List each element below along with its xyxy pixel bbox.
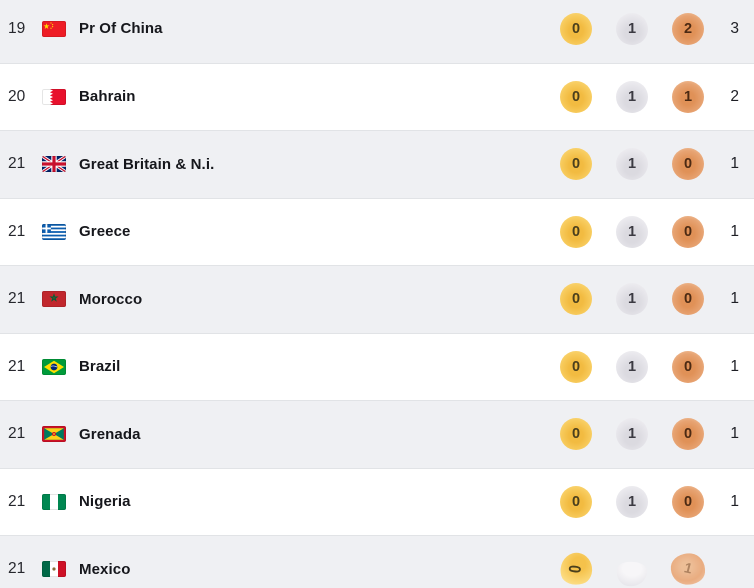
bronze-count: 1 [683,88,693,105]
medal-table-row-grenada[interactable]: 21 Grenada 0 1 0 1 [0,400,754,468]
total-count: 1 [730,492,739,510]
country-name: Great Britain & N.i. [79,155,215,173]
bronze-count: 0 [683,358,693,375]
total-count: 3 [730,19,739,37]
gold-medal-badge: 0 [560,418,592,451]
country-name: Mexico [79,560,131,578]
bronze-count: 0 [683,223,693,240]
country-name: Pr Of China [79,20,163,38]
bronze-medal-badge: 0 [672,148,704,181]
flag-grenada-icon [42,426,66,443]
medal-table-row-nigeria[interactable]: 21 Nigeria 0 1 0 1 [0,467,754,535]
rank: 21 [8,222,26,240]
country-name: Morocco [79,290,143,308]
rank: 19 [8,19,26,37]
total-count: 2 [730,87,739,105]
bronze-medal-badge: 0 [672,418,704,451]
silver-medal-badge: 1 [616,350,648,383]
silver-medal-badge: 1 [616,148,648,181]
total-count: 1 [730,222,739,240]
gold-medal-badge-animating: 0 [556,549,596,588]
bronze-count: 0 [683,493,693,510]
country-name: Grenada [79,425,141,443]
silver-medal-badge: 1 [616,80,648,113]
medal-table-row-mexico[interactable]: 21 Mexico 0 1 [0,535,754,588]
rank: 21 [8,492,26,510]
silver-count: 1 [627,358,637,375]
gold-medal-badge: 0 [560,12,592,45]
silver-count: 1 [627,88,637,105]
silver-medal-badge: 1 [616,283,648,316]
silver-count: 1 [627,20,637,37]
flag-great-britain-icon [42,156,66,173]
medal-table-row-china[interactable]: 19 Pr Of China 0 1 2 3 [0,0,754,63]
bronze-count: 0 [683,426,693,443]
gold-medal-badge: 0 [560,283,592,316]
bronze-count: 0 [683,156,693,173]
flag-brazil-icon [42,358,66,375]
rank: 21 [8,560,26,578]
flag-china-icon [42,20,66,37]
gold-count: 0 [571,493,581,510]
rank: 21 [8,425,26,443]
medal-table-row-morocco[interactable]: 21 Morocco 0 1 0 1 [0,265,754,333]
flag-mexico-icon [42,561,66,578]
medal-table-row-great-britain[interactable]: 21 Great Britain & N.i. 0 1 0 1 [0,130,754,198]
silver-count: 1 [627,426,637,443]
silver-count: 1 [627,291,637,308]
total-count: 1 [730,357,739,375]
medal-table-row-brazil[interactable]: 21 Brazil 0 1 0 1 [0,332,754,400]
bronze-medal-badge: 0 [672,215,704,248]
country-name: Bahrain [79,88,136,106]
gold-count: 0 [571,426,581,443]
gold-count: 0 [571,156,581,173]
bronze-count: 0 [683,291,693,308]
flag-greece-icon [42,223,66,240]
gold-count: 0 [565,564,586,575]
bronze-medal-badge: 0 [672,485,704,518]
gold-count: 0 [571,358,581,375]
flag-nigeria-icon [42,493,66,510]
total-count: 1 [730,425,739,443]
silver-count: 1 [627,493,637,510]
silver-count: 1 [627,223,637,240]
rank: 21 [8,290,26,308]
country-name: Brazil [79,358,121,376]
silver-count: 1 [627,156,637,173]
gold-medal-badge: 0 [560,215,592,248]
flag-bahrain-icon [42,88,66,105]
bronze-medal-badge: 0 [672,283,704,316]
silver-medal-badge: 1 [616,418,648,451]
silver-medal-badge: 1 [616,12,648,45]
bronze-medal-badge: 2 [672,12,704,45]
gold-count: 0 [571,20,581,37]
silver-medal-badge: 1 [616,485,648,518]
medal-table-row-bahrain[interactable]: 20 Bahrain 0 1 1 2 [0,62,754,130]
silver-medal-badge-animating [616,562,648,587]
bronze-medal-badge-animating: 1 [669,552,707,587]
gold-count: 0 [571,88,581,105]
rank: 21 [8,155,26,173]
bronze-medal-badge: 0 [672,350,704,383]
gold-count: 0 [571,223,581,240]
bronze-count: 1 [682,560,694,578]
bronze-count: 2 [683,20,693,37]
flag-morocco-icon [42,291,66,308]
rank: 20 [8,87,26,105]
gold-medal-badge: 0 [560,148,592,181]
total-count: 1 [730,290,739,308]
total-count: 1 [730,155,739,173]
silver-medal-badge: 1 [616,215,648,248]
rank: 21 [8,357,26,375]
gold-medal-badge: 0 [560,485,592,518]
gold-count: 0 [571,291,581,308]
medal-table-row-greece[interactable]: 21 Greece 0 1 0 1 [0,197,754,265]
country-name: Greece [79,223,131,241]
bronze-medal-badge: 1 [672,80,704,113]
country-name: Nigeria [79,493,131,511]
gold-medal-badge: 0 [560,80,592,113]
gold-medal-badge: 0 [560,350,592,383]
